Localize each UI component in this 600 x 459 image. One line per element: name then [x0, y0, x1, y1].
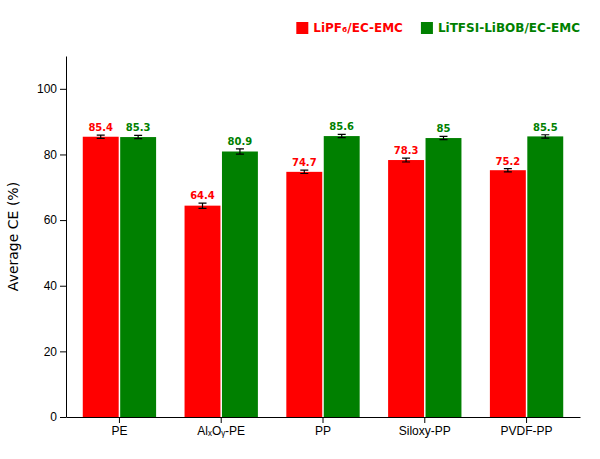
y-axis: 0 20 40 60 80 100: [37, 57, 67, 425]
y-tick-mark: [60, 154, 66, 155]
bar: [490, 170, 526, 417]
x-tick: PVDF-PP: [501, 417, 553, 438]
legend-swatch: [421, 22, 433, 34]
data-label: 85.5: [533, 122, 558, 133]
bar: [185, 206, 221, 417]
y-tick-mark: [60, 89, 66, 90]
data-labels: 85.4 64.4 74.7 78.3 75.2 85.3 80.9 85.6 85 85.5: [88, 121, 557, 201]
data-label: 75.2: [496, 156, 521, 167]
bar: [324, 136, 360, 417]
y-tick: 80: [44, 148, 66, 162]
y-axis-title: Average CE (%): [5, 182, 21, 291]
x-tick-mark: [323, 417, 324, 423]
bar: [286, 172, 322, 417]
x-tick-mark: [424, 417, 425, 423]
error-bar: [541, 135, 549, 138]
error-bar: [199, 203, 207, 208]
x-tick-label: Siloxy-PP: [399, 424, 451, 438]
x-tick: AlₓOᵧ-PE: [197, 417, 245, 438]
y-tick-label: 80: [44, 148, 58, 162]
y-tick: 20: [44, 345, 66, 359]
bar: [222, 152, 258, 417]
y-tick-label: 40: [44, 279, 58, 293]
x-tick-mark: [526, 417, 527, 423]
series: [83, 135, 526, 417]
y-tick: 40: [44, 279, 66, 293]
data-label: 80.9: [228, 136, 253, 147]
x-tick: PP: [315, 417, 331, 438]
x-tick-label: PP: [315, 424, 331, 438]
y-tick-label: 60: [44, 213, 58, 227]
y-tick: 60: [44, 213, 66, 227]
x-tick: PE: [111, 417, 127, 438]
bar: [527, 136, 563, 417]
x-tick-label: PVDF-PP: [501, 424, 553, 438]
error-bar: [439, 136, 447, 139]
error-bar: [504, 169, 512, 172]
error-bar: [402, 158, 410, 162]
legend: LiPF₆/EC-EMC LiTFSI-LiBOB/EC-EMC: [296, 21, 580, 35]
data-label: 64.4: [190, 190, 215, 201]
x-tick-label: PE: [111, 424, 127, 438]
y-axis-line: [66, 57, 67, 418]
error-bar: [300, 170, 308, 173]
x-tick-mark: [119, 417, 120, 423]
chart: 0 20 40 60 80 100 PE AlₓOᵧ-PE PP Siloxy-PP PVDF-PP…: [0, 0, 600, 459]
y-tick-mark: [60, 351, 66, 352]
bar: [426, 138, 462, 417]
error-bar: [338, 134, 346, 137]
y-tick-mark: [60, 286, 66, 287]
y-tick: 100: [37, 82, 66, 96]
series: [120, 134, 563, 417]
bar: [120, 137, 156, 417]
legend-label: LiTFSI-LiBOB/EC-EMC: [438, 21, 580, 35]
legend-item: LiTFSI-LiBOB/EC-EMC: [421, 21, 580, 35]
legend-item: LiPF₆/EC-EMC: [296, 21, 403, 35]
y-tick-label: 100: [37, 82, 57, 96]
legend-label: LiPF₆/EC-EMC: [313, 21, 403, 35]
data-label: 78.3: [394, 145, 419, 156]
error-bar: [134, 135, 142, 138]
y-tick-label: 0: [50, 410, 57, 424]
bar: [83, 137, 119, 417]
y-tick-mark: [60, 417, 66, 418]
marks: [83, 134, 563, 417]
x-axis: PE AlₓOᵧ-PE PP Siloxy-PP PVDF-PP: [67, 417, 581, 438]
x-tick-mark: [221, 417, 222, 423]
data-label: 85.3: [126, 122, 151, 133]
y-tick-mark: [60, 220, 66, 221]
data-label: 85.4: [88, 122, 113, 133]
error-bar: [236, 149, 244, 154]
error-bar: [97, 135, 105, 138]
y-tick: 0: [50, 410, 66, 424]
bar: [388, 160, 424, 417]
data-label: 85.6: [329, 121, 354, 132]
data-label: 74.7: [292, 157, 317, 168]
legend-swatch: [296, 22, 308, 34]
x-tick: Siloxy-PP: [399, 417, 451, 438]
data-label: 85: [437, 123, 451, 134]
y-tick-label: 20: [44, 345, 58, 359]
x-tick-label: AlₓOᵧ-PE: [197, 424, 245, 438]
plot: 0 20 40 60 80 100 PE AlₓOᵧ-PE PP Siloxy-PP PVDF-PP…: [37, 57, 581, 438]
